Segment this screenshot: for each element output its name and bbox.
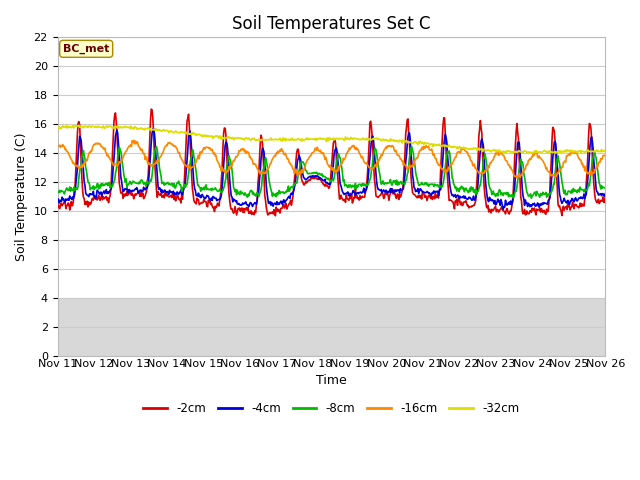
-16cm xyxy=(177,154,184,160)
-16cm xyxy=(399,158,406,164)
-2cm xyxy=(271,213,279,218)
-16cm xyxy=(602,152,609,158)
-8cm xyxy=(602,185,609,191)
-2cm xyxy=(415,192,423,198)
-8cm xyxy=(63,187,71,192)
Line: -16cm: -16cm xyxy=(58,141,605,178)
-16cm xyxy=(513,175,521,180)
Line: -2cm: -2cm xyxy=(58,109,605,216)
-2cm xyxy=(147,106,155,112)
-2cm xyxy=(177,196,184,202)
Line: -32cm: -32cm xyxy=(58,125,605,153)
-2cm xyxy=(205,199,213,205)
-4cm xyxy=(54,200,61,206)
-16cm xyxy=(205,145,213,151)
-16cm xyxy=(63,149,71,155)
-8cm xyxy=(415,182,422,188)
Line: -4cm: -4cm xyxy=(58,129,605,209)
-2cm xyxy=(120,192,127,197)
X-axis label: Time: Time xyxy=(316,374,347,387)
-8cm xyxy=(205,187,212,192)
Legend: -2cm, -4cm, -8cm, -16cm, -32cm: -2cm, -4cm, -8cm, -16cm, -32cm xyxy=(139,398,524,420)
Title: Soil Temperatures Set C: Soil Temperatures Set C xyxy=(232,15,431,33)
-8cm xyxy=(408,144,415,150)
-4cm xyxy=(399,187,406,192)
-2cm xyxy=(54,204,61,209)
-32cm xyxy=(552,150,559,156)
-4cm xyxy=(120,188,127,194)
-32cm xyxy=(177,130,184,136)
-4cm xyxy=(63,197,71,203)
-16cm xyxy=(415,151,422,156)
-4cm xyxy=(602,191,609,196)
-32cm xyxy=(75,122,83,128)
Text: BC_met: BC_met xyxy=(63,44,109,54)
-4cm xyxy=(205,196,213,202)
-32cm xyxy=(399,137,406,143)
Line: -8cm: -8cm xyxy=(58,147,605,198)
-8cm xyxy=(120,171,127,177)
-4cm xyxy=(415,191,422,196)
-4cm xyxy=(499,206,507,212)
-32cm xyxy=(602,147,609,153)
Bar xyxy=(58,298,605,356)
-8cm xyxy=(54,189,61,195)
-4cm xyxy=(150,126,157,132)
-8cm xyxy=(175,182,183,188)
-2cm xyxy=(63,203,71,208)
-8cm xyxy=(398,181,406,187)
-16cm xyxy=(120,152,127,158)
-2cm xyxy=(399,178,407,184)
-4cm xyxy=(177,190,184,195)
-16cm xyxy=(130,138,138,144)
-32cm xyxy=(205,133,213,139)
-32cm xyxy=(63,125,71,131)
-32cm xyxy=(54,125,61,131)
-2cm xyxy=(602,193,609,199)
Y-axis label: Soil Temperature (C): Soil Temperature (C) xyxy=(15,132,28,261)
-32cm xyxy=(121,124,129,130)
-16cm xyxy=(54,143,61,148)
-32cm xyxy=(415,139,422,144)
-8cm xyxy=(527,195,535,201)
